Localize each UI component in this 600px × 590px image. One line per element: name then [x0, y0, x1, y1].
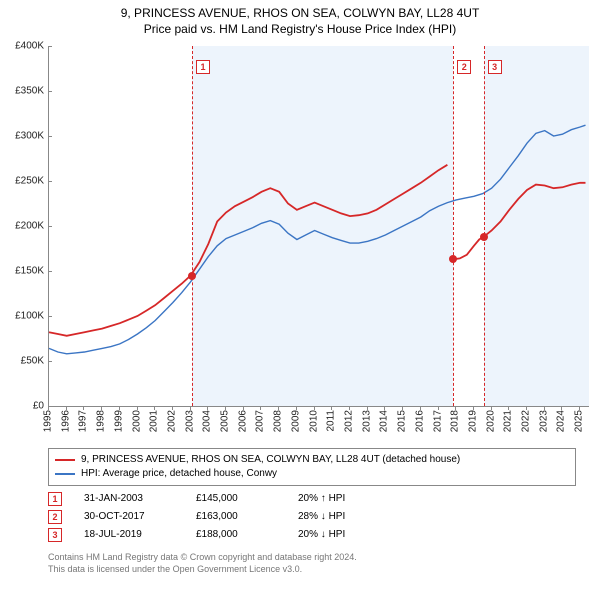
y-tick-label: £50K — [0, 356, 48, 367]
legend-row-hpi: HPI: Average price, detached house, Conw… — [55, 467, 569, 481]
y-tick-label: £150K — [0, 266, 48, 277]
x-tick-label: 2020 — [485, 410, 496, 432]
plot-area: 1 2 3 — [48, 46, 589, 407]
footer-licence: This data is licensed under the Open Gov… — [48, 564, 576, 576]
x-tick-label: 1998 — [96, 410, 107, 432]
sale-marker-line — [484, 46, 485, 406]
y-tick-label: £250K — [0, 176, 48, 187]
legend-label-hpi: HPI: Average price, detached house, Conw… — [81, 467, 277, 481]
x-tick-label: 2022 — [521, 410, 532, 432]
x-tick-label: 1996 — [60, 410, 71, 432]
x-tick-label: 2007 — [255, 410, 266, 432]
x-tick-label: 2018 — [450, 410, 461, 432]
x-tick-label: 2023 — [538, 410, 549, 432]
y-tick-label: £300K — [0, 131, 48, 142]
sales-table: 1 31-JAN-2003 £145,000 20% ↑ HPI 2 30-OCT-201… — [48, 490, 576, 544]
x-tick-label: 2024 — [556, 410, 567, 432]
x-tick-label: 2011 — [326, 410, 337, 432]
x-tick-label: 2000 — [131, 410, 142, 432]
sale-marker-line — [453, 46, 454, 406]
x-tick-label: 2016 — [414, 410, 425, 432]
sale-marker-dot — [480, 233, 488, 241]
sale-price: £188,000 — [196, 526, 276, 544]
x-tick-label: 2003 — [184, 410, 195, 432]
x-tick-label: 2025 — [574, 410, 585, 432]
footer-copyright: Contains HM Land Registry data © Crown c… — [48, 552, 576, 564]
sale-row: 2 30-OCT-2017 £163,000 28% ↓ HPI — [48, 508, 576, 526]
legend: 9, PRINCESS AVENUE, RHOS ON SEA, COLWYN … — [48, 448, 576, 486]
x-tick-label: 1997 — [78, 410, 89, 432]
legend-row-property: 9, PRINCESS AVENUE, RHOS ON SEA, COLWYN … — [55, 453, 569, 467]
sale-date: 18-JUL-2019 — [84, 526, 174, 544]
x-tick-label: 2001 — [149, 410, 160, 432]
sale-price: £145,000 — [196, 490, 276, 508]
y-tick-label: £100K — [0, 311, 48, 322]
sale-date: 30-OCT-2017 — [84, 508, 174, 526]
x-tick-label: 2019 — [467, 410, 478, 432]
sale-badge: 2 — [48, 510, 62, 524]
x-tick-label: 2021 — [503, 410, 514, 432]
x-tick-label: 1995 — [43, 410, 54, 432]
chart-lines — [49, 46, 589, 406]
sale-row: 1 31-JAN-2003 £145,000 20% ↑ HPI — [48, 490, 576, 508]
x-tick-label: 2015 — [397, 410, 408, 432]
legend-swatch-property — [55, 459, 75, 461]
sale-delta: 28% ↓ HPI — [298, 508, 345, 526]
price-chart: 9, PRINCESS AVENUE, RHOS ON SEA, COLWYN … — [0, 0, 600, 590]
sale-row: 3 18-JUL-2019 £188,000 20% ↓ HPI — [48, 526, 576, 544]
sale-marker-badge: 3 — [488, 60, 502, 74]
sale-badge: 1 — [48, 492, 62, 506]
title-address: 9, PRINCESS AVENUE, RHOS ON SEA, COLWYN … — [0, 6, 600, 22]
x-tick-label: 2006 — [237, 410, 248, 432]
x-tick-label: 2009 — [290, 410, 301, 432]
legend-swatch-hpi — [55, 473, 75, 475]
x-tick-label: 1999 — [113, 410, 124, 432]
x-tick-label: 2013 — [361, 410, 372, 432]
x-tick-label: 2014 — [379, 410, 390, 432]
title-subtitle: Price paid vs. HM Land Registry's House … — [0, 22, 600, 38]
sale-marker-dot — [449, 255, 457, 263]
sale-marker-dot — [188, 272, 196, 280]
sale-marker-badge: 1 — [196, 60, 210, 74]
y-tick-label: £400K — [0, 41, 48, 52]
footer: Contains HM Land Registry data © Crown c… — [48, 552, 576, 575]
x-tick-label: 2005 — [220, 410, 231, 432]
sale-badge: 3 — [48, 528, 62, 542]
sale-marker-line — [192, 46, 193, 406]
sale-date: 31-JAN-2003 — [84, 490, 174, 508]
x-tick-label: 2004 — [202, 410, 213, 432]
y-tick-label: £200K — [0, 221, 48, 232]
y-tick-label: £0 — [0, 401, 48, 412]
x-tick-label: 2012 — [343, 410, 354, 432]
sale-delta: 20% ↓ HPI — [298, 526, 345, 544]
sale-delta: 20% ↑ HPI — [298, 490, 345, 508]
x-tick-label: 2010 — [308, 410, 319, 432]
y-tick-label: £350K — [0, 86, 48, 97]
legend-label-property: 9, PRINCESS AVENUE, RHOS ON SEA, COLWYN … — [81, 453, 460, 467]
sale-marker-badge: 2 — [457, 60, 471, 74]
x-tick-label: 2017 — [432, 410, 443, 432]
x-tick-label: 2008 — [273, 410, 284, 432]
x-tick-label: 2002 — [166, 410, 177, 432]
chart-title: 9, PRINCESS AVENUE, RHOS ON SEA, COLWYN … — [0, 0, 600, 37]
sale-price: £163,000 — [196, 508, 276, 526]
